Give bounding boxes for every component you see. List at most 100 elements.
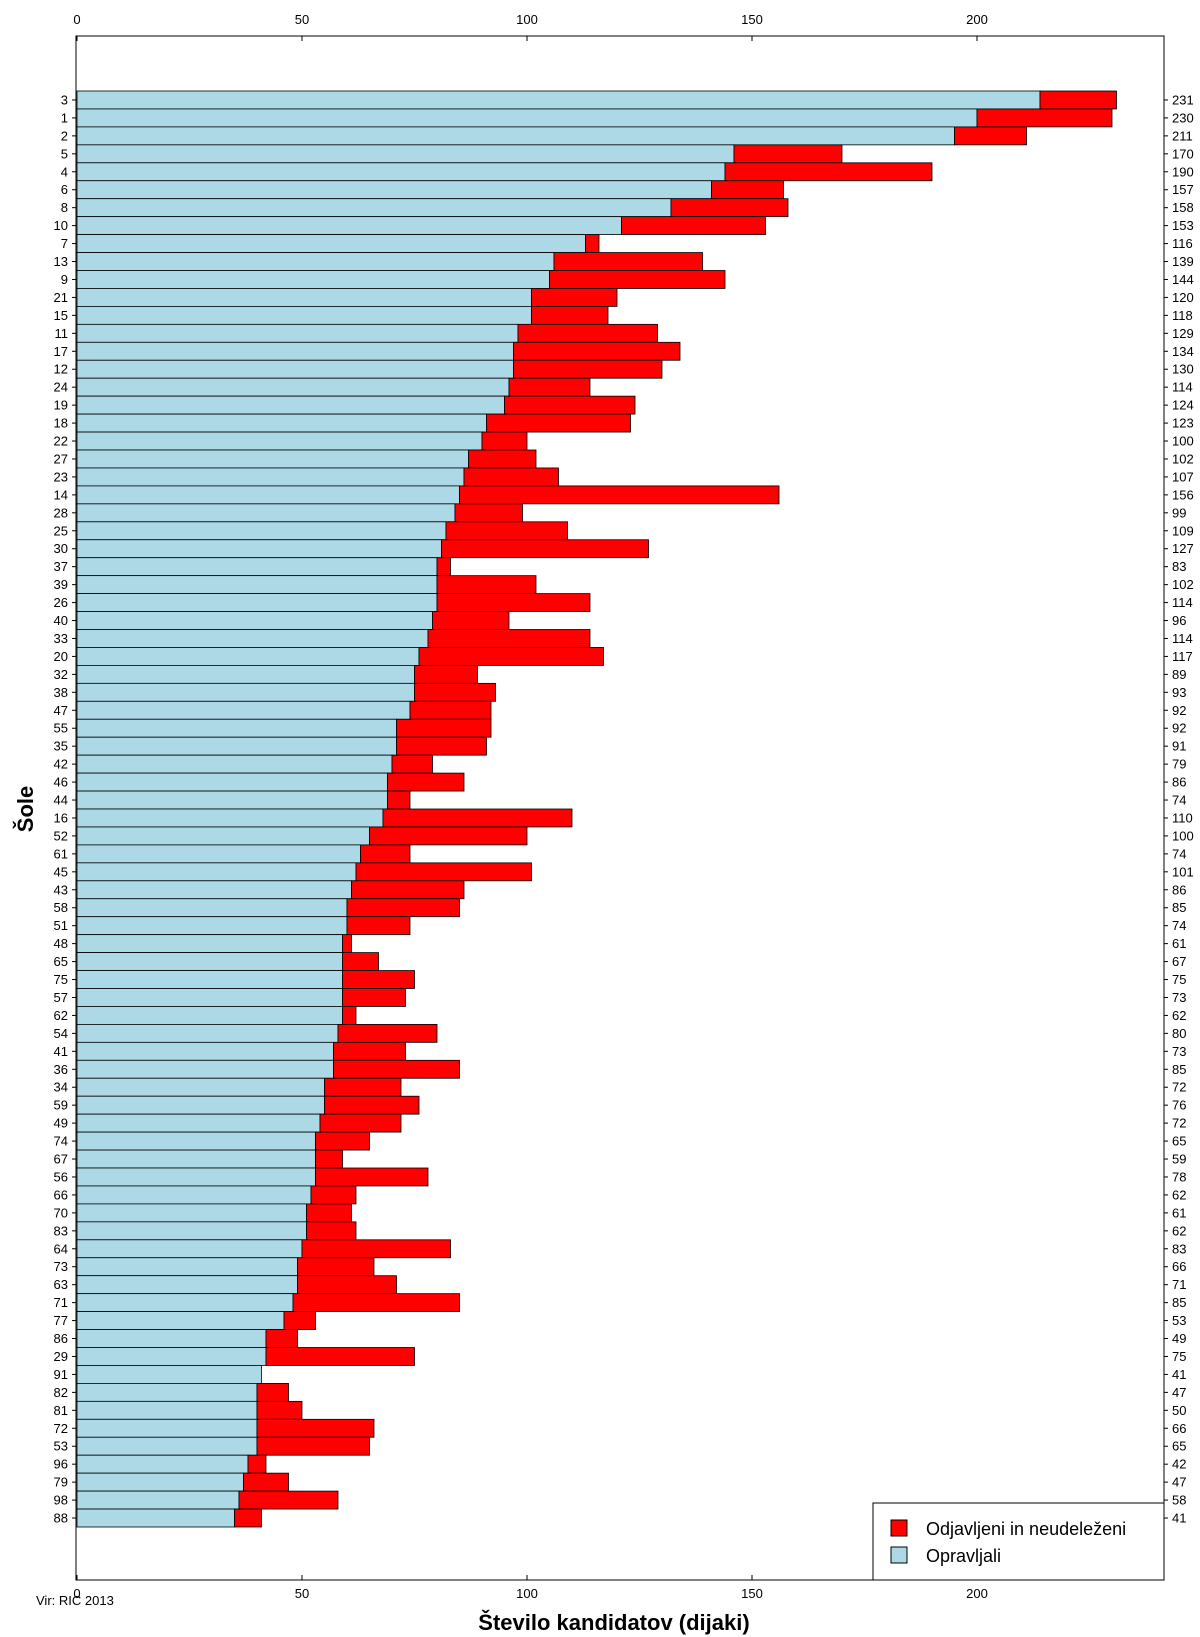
category-label: 64 — [54, 1241, 68, 1256]
bar-passed — [76, 467, 465, 487]
category-label: 57 — [54, 990, 68, 1005]
bar-passed — [76, 162, 726, 182]
category-label: 11 — [55, 326, 69, 341]
total-label: 114 — [1172, 631, 1193, 646]
total-label: 156 — [1172, 487, 1194, 502]
category-label: 49 — [54, 1116, 68, 1131]
bar-dropped — [454, 503, 523, 523]
bar-dropped — [387, 772, 465, 792]
bar-dropped — [351, 880, 465, 900]
bar-dropped — [333, 1059, 460, 1079]
category-label: 63 — [54, 1277, 68, 1292]
total-label: 76 — [1172, 1098, 1186, 1113]
category-label: 71 — [54, 1295, 68, 1310]
total-label: 129 — [1172, 326, 1194, 341]
total-label: 72 — [1172, 1080, 1186, 1095]
bar-passed — [76, 1113, 321, 1133]
bar-passed — [76, 898, 348, 918]
category-label: 12 — [54, 362, 68, 377]
category-label: 6 — [61, 182, 68, 197]
bar-dropped — [531, 288, 618, 307]
bar-dropped — [342, 1006, 357, 1025]
bar-dropped — [306, 1221, 357, 1241]
bar-dropped — [342, 970, 415, 989]
bar-passed — [76, 1383, 258, 1402]
bar-passed — [76, 1508, 235, 1528]
bar-passed — [76, 826, 370, 846]
total-label: 83 — [1172, 559, 1186, 574]
bar-dropped — [531, 305, 609, 325]
bar-passed — [76, 772, 388, 792]
bar-passed — [76, 449, 469, 469]
category-label: 86 — [54, 1331, 68, 1346]
bar-dropped — [396, 736, 487, 756]
total-label: 62 — [1172, 1008, 1186, 1023]
category-label: 40 — [54, 613, 68, 628]
category-label: 47 — [54, 703, 68, 718]
category-label: 66 — [54, 1187, 68, 1202]
bar-passed — [76, 1185, 312, 1205]
bottom-tick-label: 200 — [966, 1586, 988, 1601]
category-label: 73 — [54, 1259, 68, 1274]
total-label: 153 — [1172, 218, 1194, 233]
bar-dropped — [346, 916, 411, 936]
bar-passed — [76, 359, 514, 379]
total-label: 110 — [1172, 810, 1193, 825]
category-label: 17 — [54, 344, 68, 359]
bar-dropped — [346, 898, 460, 918]
total-label: 47 — [1172, 1385, 1186, 1400]
bar-passed — [76, 1167, 316, 1187]
category-label: 28 — [54, 505, 68, 520]
bar-dropped — [256, 1436, 370, 1456]
category-label: 3 — [61, 92, 68, 107]
category-label: 88 — [54, 1511, 68, 1526]
top-tick-label: 150 — [741, 12, 763, 27]
category-label: 25 — [54, 523, 68, 538]
total-label: 91 — [1172, 739, 1186, 754]
top-tick-label: 0 — [73, 12, 80, 27]
total-label: 190 — [1172, 164, 1194, 179]
total-label: 42 — [1172, 1457, 1186, 1472]
bar-dropped — [256, 1400, 303, 1420]
legend-label-dropped: Odjavljeni in neudeleženi — [926, 1519, 1126, 1539]
legend-swatch-passed — [890, 1546, 908, 1564]
category-label: 45 — [54, 864, 68, 879]
total-label: 120 — [1172, 290, 1194, 305]
bar-passed — [76, 1275, 298, 1295]
bar-dropped — [414, 665, 478, 684]
total-label: 41 — [1172, 1367, 1186, 1382]
bar-dropped — [265, 1347, 415, 1366]
bar-passed — [76, 1454, 249, 1474]
total-label: 139 — [1172, 254, 1194, 269]
category-label: 38 — [54, 685, 68, 700]
total-label: 118 — [1172, 308, 1193, 323]
bar-dropped — [324, 1077, 402, 1097]
bar-dropped — [342, 934, 352, 954]
category-label: 36 — [54, 1062, 68, 1077]
total-label: 66 — [1172, 1259, 1186, 1274]
category-label: 2 — [61, 128, 68, 143]
category-label: 91 — [54, 1367, 68, 1382]
bar-dropped — [436, 593, 591, 612]
bar-dropped — [733, 144, 843, 164]
category-label: 27 — [54, 451, 68, 466]
bar-dropped — [369, 826, 528, 846]
bar-passed — [76, 1149, 316, 1169]
category-label: 13 — [54, 254, 68, 269]
total-label: 74 — [1172, 793, 1186, 808]
bar-dropped — [324, 1095, 420, 1115]
bar-dropped — [976, 108, 1113, 128]
total-label: 47 — [1172, 1475, 1186, 1490]
bar-passed — [76, 1203, 307, 1223]
bar-dropped — [297, 1257, 375, 1277]
category-label: 61 — [54, 846, 68, 861]
bar-dropped — [247, 1454, 267, 1474]
bar-dropped — [360, 844, 411, 864]
x-axis-title: Število kandidatov (dijaki) — [478, 1610, 749, 1635]
bar-passed — [76, 216, 622, 235]
total-label: 73 — [1172, 1044, 1186, 1059]
bar-dropped — [409, 700, 492, 720]
legend-box — [872, 1502, 1165, 1581]
total-label: 75 — [1172, 1349, 1186, 1364]
total-label: 114 — [1172, 380, 1193, 395]
